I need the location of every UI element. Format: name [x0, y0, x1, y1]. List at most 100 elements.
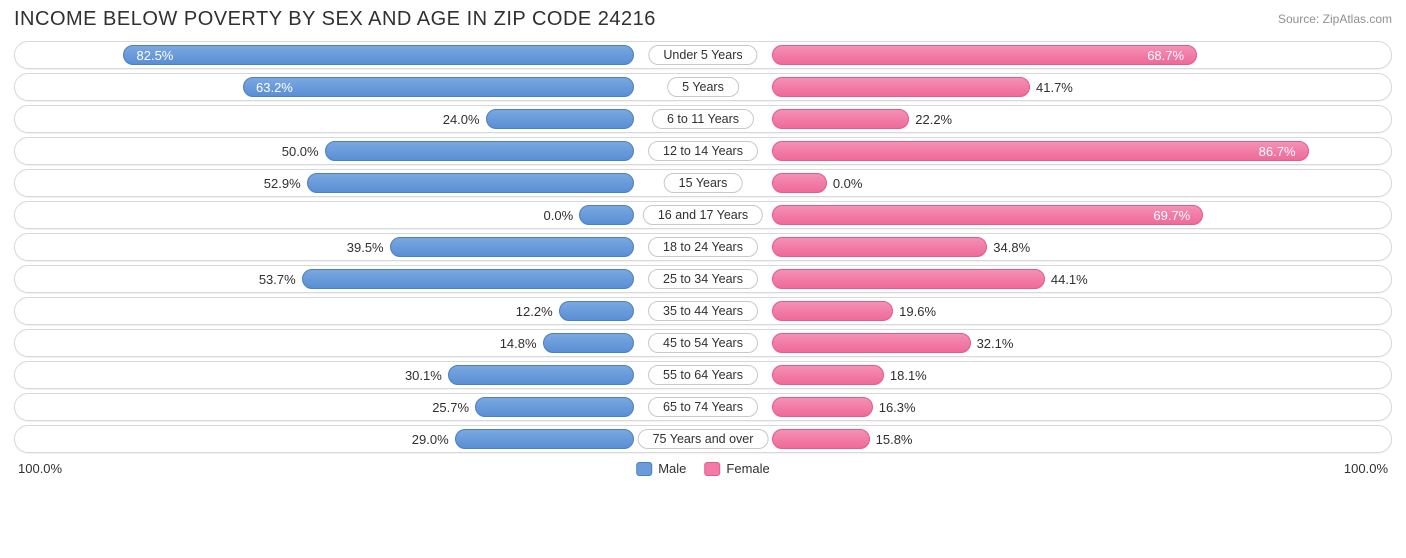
- male-bar: [543, 333, 635, 353]
- female-bar: [772, 269, 1045, 289]
- chart-row: 50.0% 86.7% 12 to 14 Years: [14, 137, 1392, 165]
- female-value: 22.2%: [915, 106, 952, 134]
- male-value: 14.8%: [500, 330, 537, 358]
- legend-male: Male: [636, 461, 686, 476]
- chart-rows: 82.5%68.7%Under 5 Years63.2%41.7%5 Years…: [14, 41, 1392, 453]
- chart-row: 53.7% 44.1% 25 to 34 Years: [14, 265, 1392, 293]
- male-bar: [579, 205, 634, 225]
- female-bar: [772, 77, 1030, 97]
- male-bar: [390, 237, 635, 257]
- female-value: 68.7%: [1147, 42, 1184, 70]
- male-bar: [302, 269, 635, 289]
- male-half: 12.2%: [15, 298, 703, 324]
- female-bar: [772, 173, 827, 193]
- female-half: 86.7%: [703, 138, 1391, 164]
- chart-row: 63.2%41.7%5 Years: [14, 73, 1392, 101]
- male-half: 30.1%: [15, 362, 703, 388]
- female-half: 16.3%: [703, 394, 1391, 420]
- female-value: 0.0%: [833, 170, 863, 198]
- female-value: 69.7%: [1153, 202, 1190, 230]
- category-label: 12 to 14 Years: [648, 141, 758, 161]
- chart-footer: 100.0% Male Female 100.0%: [14, 461, 1392, 483]
- female-half: 69.7%: [703, 202, 1391, 228]
- chart-source: Source: ZipAtlas.com: [1278, 12, 1392, 26]
- chart-row: 14.8% 32.1%45 to 54 Years: [14, 329, 1392, 357]
- category-label: 25 to 34 Years: [648, 269, 758, 289]
- male-value: 30.1%: [405, 362, 442, 390]
- male-value: 0.0%: [544, 202, 574, 230]
- category-label: 45 to 54 Years: [648, 333, 758, 353]
- male-value: 12.2%: [516, 298, 553, 326]
- chart-legend: Male Female: [636, 461, 770, 476]
- male-value: 39.5%: [347, 234, 384, 262]
- chart-row: 30.1%18.1%55 to 64 Years: [14, 361, 1392, 389]
- male-half: 14.8%: [15, 330, 703, 356]
- legend-male-label: Male: [658, 461, 686, 476]
- male-value: 25.7%: [432, 394, 469, 422]
- female-half: 15.8%: [703, 426, 1391, 452]
- female-swatch-icon: [704, 462, 720, 476]
- female-half: 22.2%: [703, 106, 1391, 132]
- legend-female-label: Female: [726, 461, 769, 476]
- male-value: 63.2%: [256, 74, 293, 102]
- female-half: 44.1%: [703, 266, 1391, 292]
- category-label: 15 Years: [664, 173, 743, 193]
- male-half: 52.9%: [15, 170, 703, 196]
- category-label: 65 to 74 Years: [648, 397, 758, 417]
- female-half: 34.8%: [703, 234, 1391, 260]
- female-half: 19.6%: [703, 298, 1391, 324]
- female-bar: [772, 205, 1204, 225]
- male-value: 29.0%: [412, 426, 449, 454]
- female-half: 41.7%: [703, 74, 1391, 100]
- female-value: 86.7%: [1259, 138, 1296, 166]
- female-value: 41.7%: [1036, 74, 1073, 102]
- male-half: 25.7%: [15, 394, 703, 420]
- male-half: 53.7%: [15, 266, 703, 292]
- legend-female: Female: [704, 461, 769, 476]
- female-bar: [772, 45, 1197, 65]
- male-bar: [307, 173, 635, 193]
- male-half: 29.0%: [15, 426, 703, 452]
- chart-row: 24.0%22.2%6 to 11 Years: [14, 105, 1392, 133]
- chart-row: 39.5%34.8%18 to 24 Years: [14, 233, 1392, 261]
- male-half: 82.5%: [15, 42, 703, 68]
- female-bar: [772, 429, 870, 449]
- category-label: Under 5 Years: [648, 45, 757, 65]
- chart-container: INCOME BELOW POVERTY BY SEX AND AGE IN Z…: [0, 0, 1406, 558]
- female-bar: [772, 397, 873, 417]
- male-value: 24.0%: [443, 106, 480, 134]
- female-bar: [772, 365, 884, 385]
- male-bar: [455, 429, 635, 449]
- female-bar: [772, 109, 909, 129]
- female-value: 34.8%: [993, 234, 1030, 262]
- male-bar: [448, 365, 634, 385]
- category-label: 16 and 17 Years: [643, 205, 763, 225]
- male-value: 52.9%: [264, 170, 301, 198]
- male-bar: [123, 45, 634, 65]
- male-bar: [486, 109, 635, 129]
- male-swatch-icon: [636, 462, 652, 476]
- category-label: 75 Years and over: [638, 429, 769, 449]
- male-half: 0.0%: [15, 202, 703, 228]
- female-value: 18.1%: [890, 362, 927, 390]
- male-value: 82.5%: [137, 42, 174, 70]
- chart-title: INCOME BELOW POVERTY BY SEX AND AGE IN Z…: [14, 8, 656, 31]
- female-bar: [772, 237, 987, 257]
- chart-row: 82.5% 68.7% Under 5 Years: [14, 41, 1392, 69]
- female-value: 44.1%: [1051, 266, 1088, 294]
- chart-row: 52.9% 0.0% 15 Years: [14, 169, 1392, 197]
- category-label: 35 to 44 Years: [648, 301, 758, 321]
- female-half: 18.1%: [703, 362, 1391, 388]
- male-value: 50.0%: [282, 138, 319, 166]
- female-value: 19.6%: [899, 298, 936, 326]
- female-value: 16.3%: [879, 394, 916, 422]
- male-bar: [559, 301, 635, 321]
- male-half: 50.0%: [15, 138, 703, 164]
- female-half: 32.1%: [703, 330, 1391, 356]
- male-bar: [325, 141, 635, 161]
- axis-left-label: 100.0%: [18, 461, 62, 476]
- chart-header: INCOME BELOW POVERTY BY SEX AND AGE IN Z…: [14, 8, 1392, 31]
- chart-row: 0.0% 69.7% 16 and 17 Years: [14, 201, 1392, 229]
- female-bar: [772, 141, 1309, 161]
- male-value: 53.7%: [259, 266, 296, 294]
